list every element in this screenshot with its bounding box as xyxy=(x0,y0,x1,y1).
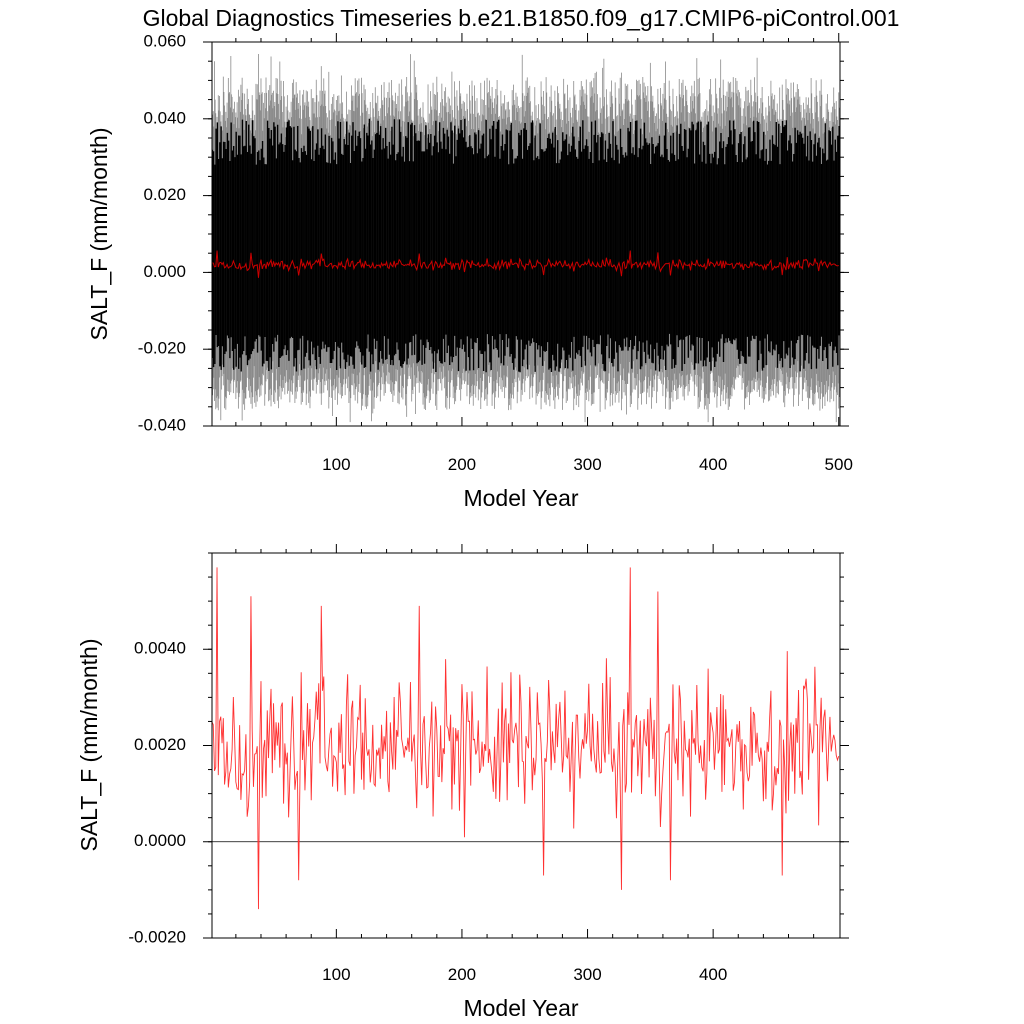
bottom-tick-marks xyxy=(203,544,849,939)
figure-title: Global Diagnostics Timeseries b.e21.B185… xyxy=(143,5,900,31)
top-plot-area xyxy=(212,53,840,423)
top-y-tick-label: -0.040 xyxy=(138,415,186,434)
bottom-y-tick-labels: -0.0020 0.0000 0.0020 0.0040 xyxy=(128,639,186,947)
top-x-axis-label: Model Year xyxy=(463,485,578,511)
bottom-x-tick-label: 200 xyxy=(448,965,476,984)
bottom-annual-mean-series xyxy=(212,567,840,910)
top-panel: -0.040 -0.020 0.000 0.020 0.040 0.060 10… xyxy=(86,31,853,511)
top-x-tick-label: 200 xyxy=(448,455,476,474)
top-y-tick-label: 0.040 xyxy=(143,108,186,127)
top-y-tick-labels: -0.040 -0.020 0.000 0.020 0.040 0.060 xyxy=(138,31,186,434)
bottom-y-tick-label: 0.0020 xyxy=(134,735,186,754)
top-y-tick-label: 0.000 xyxy=(143,262,186,281)
bottom-x-tick-labels: 100 200 300 400 xyxy=(322,965,727,984)
top-annual-mean-series xyxy=(212,250,839,278)
bottom-y-tick-label: -0.0020 xyxy=(128,927,186,946)
top-y-tick-label: 0.020 xyxy=(143,185,186,204)
top-x-tick-labels: 100 200 300 400 500 xyxy=(322,455,853,474)
bottom-y-tick-label: 0.0040 xyxy=(134,639,186,658)
bottom-x-tick-label: 300 xyxy=(573,965,601,984)
top-y-tick-label: 0.060 xyxy=(143,31,186,50)
top-x-tick-label: 500 xyxy=(825,455,853,474)
top-y-axis-label: SALT_F (mm/month) xyxy=(86,128,112,341)
bottom-plot-area xyxy=(212,567,840,910)
bottom-y-axis-label: SALT_F (mm/month) xyxy=(76,639,102,852)
top-x-tick-label: 400 xyxy=(699,455,727,474)
bottom-y-tick-label: 0.0000 xyxy=(134,831,186,850)
bottom-x-tick-label: 100 xyxy=(322,965,350,984)
top-x-tick-label: 300 xyxy=(573,455,601,474)
bottom-panel: -0.0020 0.0000 0.0020 0.0040 100 200 300… xyxy=(76,544,849,1021)
top-monthly-core-series xyxy=(212,118,840,373)
bottom-x-tick-label: 400 xyxy=(699,965,727,984)
top-x-tick-label: 100 xyxy=(322,455,350,474)
bottom-x-axis-label: Model Year xyxy=(463,995,578,1021)
top-tick-marks xyxy=(203,33,849,427)
top-y-tick-label: -0.020 xyxy=(138,339,186,358)
